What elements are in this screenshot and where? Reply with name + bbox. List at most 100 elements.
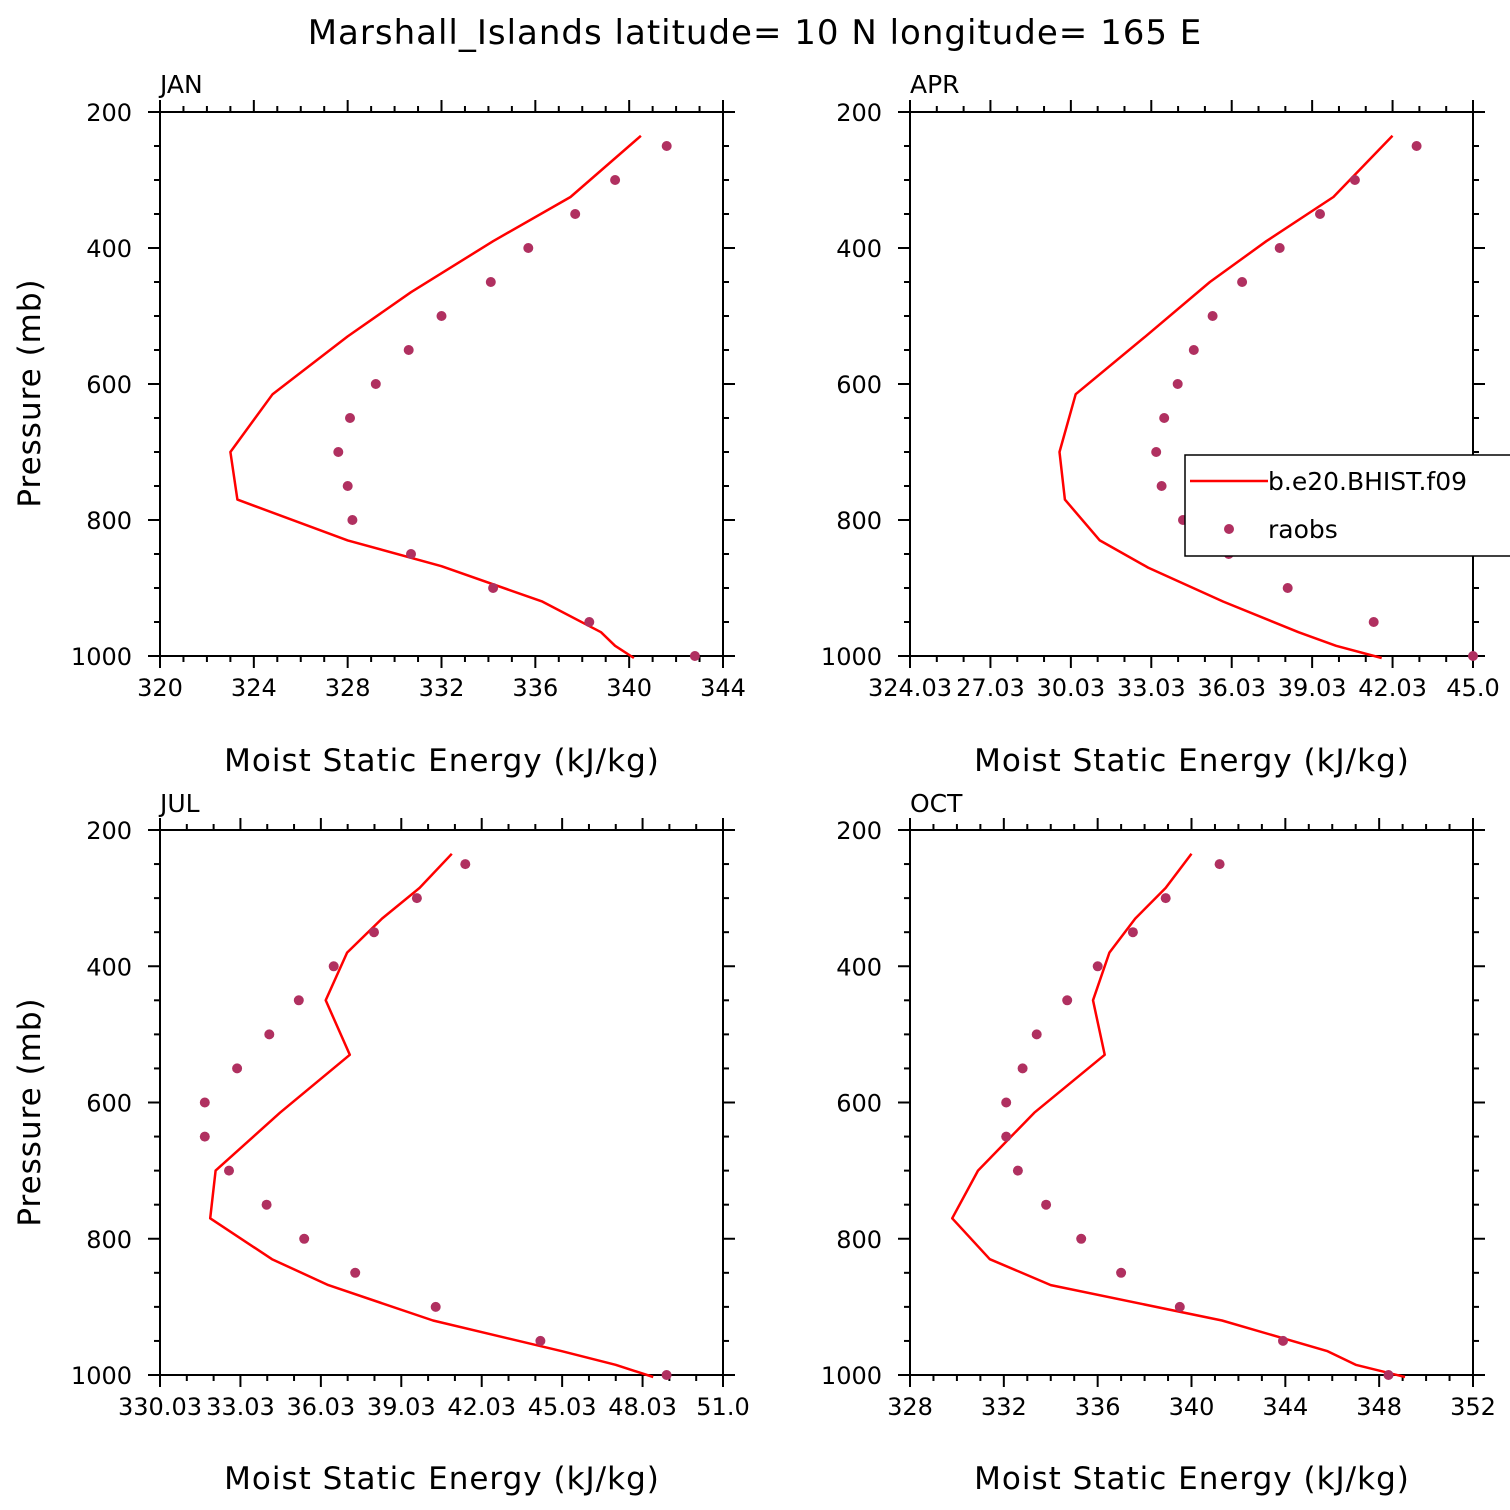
plot-frame	[909, 111, 1474, 657]
panel-label: JUL	[158, 789, 200, 818]
y-tick-label: 1000	[71, 1362, 132, 1390]
plot-frame	[159, 111, 724, 657]
x-tick-label: 48.03	[608, 1393, 677, 1421]
y-tick-label: 600	[86, 371, 132, 399]
raobs-point	[661, 1370, 672, 1380]
x-tick-label: 328	[325, 674, 371, 702]
raobs-point	[199, 1097, 210, 1108]
raobs-point	[1188, 345, 1199, 355]
raobs-point	[661, 141, 672, 151]
y-tick-label: 400	[86, 235, 132, 263]
y-tick-label: 1000	[71, 643, 132, 671]
x-axis-label: Moist Static Energy (kJ/kg)	[224, 1461, 660, 1497]
x-tick-label: 45.03	[528, 1393, 597, 1421]
y-tick-label: 400	[836, 953, 882, 981]
raobs-point	[1031, 1029, 1042, 1040]
raobs-point	[1017, 1063, 1028, 1074]
raobs-point	[199, 1131, 210, 1142]
panel-jan: JAN Moist Static Energy (kJ/kg) Pressure…	[12, 70, 746, 779]
y-ticks	[898, 829, 1485, 1376]
x-tick-label: 39.03	[1278, 674, 1347, 702]
x-axis-label: Moist Static Energy (kJ/kg)	[224, 743, 660, 779]
model-profile-line	[950, 853, 1406, 1379]
x-tick-label: 51.0	[696, 1393, 749, 1421]
raobs-point	[488, 583, 499, 593]
y-tick-label: 400	[86, 953, 132, 981]
x-tick-label: 33.03	[206, 1393, 275, 1421]
panel-label: OCT	[910, 789, 963, 818]
raobs-point	[1116, 1267, 1127, 1278]
x-tick-label: 352	[1450, 1393, 1496, 1421]
y-axis-label: Pressure (mb)	[12, 278, 48, 507]
raobs-point	[232, 1063, 243, 1074]
raobs-point	[1278, 1335, 1288, 1346]
legend-box	[1184, 454, 1510, 557]
raobs-point	[1127, 927, 1138, 938]
x-tick-label: 336	[1075, 1393, 1121, 1421]
x-axis-label: Moist Static Energy (kJ/kg)	[974, 1461, 1410, 1497]
x-tick-label: 340	[1169, 1393, 1215, 1421]
raobs-point	[1172, 379, 1183, 389]
x-tick-label: 39.03	[367, 1393, 436, 1421]
y-tick-label: 600	[86, 1090, 132, 1118]
raobs-points	[333, 141, 700, 661]
x-tick-label: 328	[887, 1393, 933, 1421]
x-tick-label: 324.03	[868, 674, 952, 702]
y-tick-label: 400	[836, 235, 882, 263]
panel-oct: OCT Moist Static Energy (kJ/kg) 200 400 60…	[821, 789, 1496, 1497]
raobs-point	[264, 1029, 275, 1040]
x-tick-label: 36.03	[286, 1393, 355, 1421]
x-tick-label: 36.03	[1197, 674, 1266, 702]
raobs-point	[1076, 1233, 1087, 1244]
x-ticks	[909, 100, 1474, 668]
raobs-point	[328, 961, 339, 972]
y-tick-label: 1000	[821, 643, 882, 671]
y-tick-label: 200	[86, 99, 132, 127]
legend: b.e20.BHIST.f09 raobs	[1184, 454, 1510, 557]
y-tick-label: 200	[836, 99, 882, 127]
raobs-point	[1274, 243, 1285, 253]
panel-jul: JUL Moist Static Energy (kJ/kg) Pressure…	[12, 789, 750, 1497]
x-tick-label: 332	[981, 1393, 1027, 1421]
y-tick-label: 800	[836, 1226, 882, 1254]
x-ticks	[909, 818, 1474, 1387]
x-tick-label: 344	[700, 674, 746, 702]
raobs-point	[342, 481, 353, 491]
plot-frame	[159, 829, 724, 1376]
figure-title: Marshall_Islands latitude= 10 N longitud…	[308, 13, 1203, 53]
x-tick-label: 348	[1356, 1393, 1402, 1421]
raobs-point	[689, 651, 700, 661]
x-tick-label: 344	[1262, 1393, 1308, 1421]
raobs-point	[1468, 651, 1478, 661]
raobs-point	[224, 1165, 234, 1176]
raobs-point	[1160, 893, 1171, 904]
raobs-point	[369, 927, 379, 938]
raobs-points	[1151, 141, 1478, 661]
x-tick-label: 30.03	[1036, 674, 1105, 702]
plot-frame	[909, 829, 1474, 1376]
legend-model-label: b.e20.BHIST.f09	[1268, 467, 1467, 496]
legend-obs-label: raobs	[1268, 515, 1338, 544]
raobs-point	[570, 209, 581, 219]
y-tick-label: 800	[86, 1226, 132, 1254]
raobs-point	[406, 549, 416, 559]
x-tick-label: 33.03	[1117, 674, 1186, 702]
raobs-point	[1349, 175, 1360, 185]
raobs-points	[199, 859, 672, 1380]
x-ticks	[159, 818, 724, 1387]
y-ticks	[148, 111, 735, 657]
y-tick-label: 600	[836, 371, 882, 399]
raobs-point	[403, 345, 414, 355]
raobs-point	[1062, 995, 1073, 1006]
model-profile-line	[229, 134, 642, 660]
raobs-point	[1012, 1165, 1023, 1176]
raobs-point	[1368, 617, 1379, 627]
legend-marker-swatch	[1224, 524, 1234, 534]
y-ticks	[898, 111, 1485, 657]
raobs-point	[584, 617, 595, 627]
model-profile-line	[1058, 134, 1394, 660]
y-tick-label: 600	[836, 1090, 882, 1118]
x-tick-label: 45.0	[1446, 674, 1499, 702]
raobs-point	[1207, 311, 1218, 321]
